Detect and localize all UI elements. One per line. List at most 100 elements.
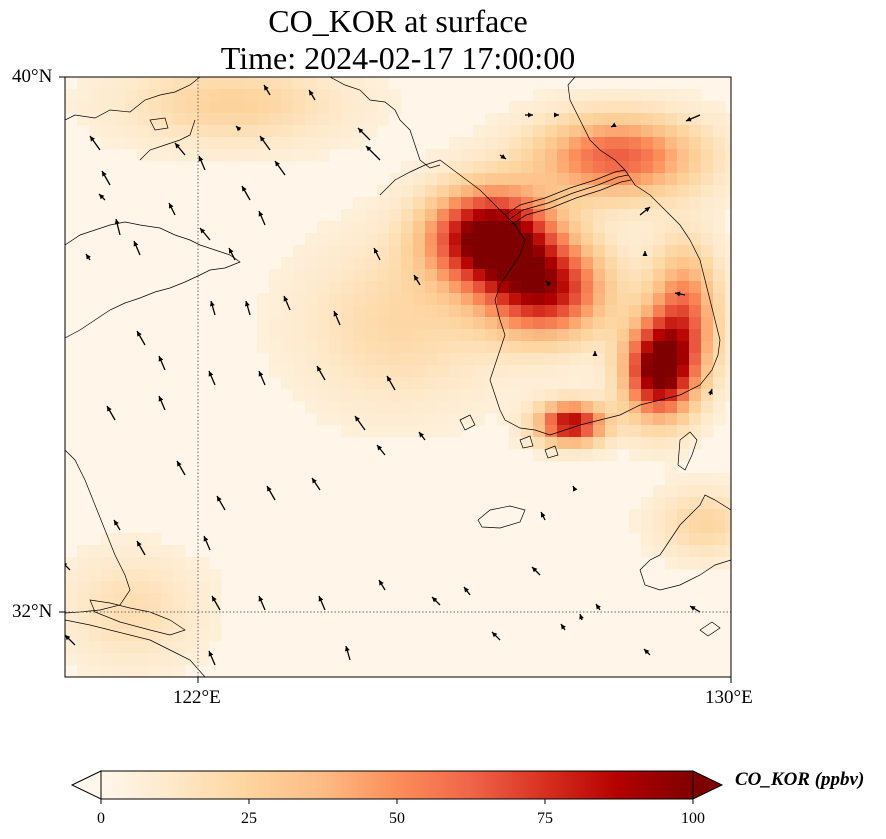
concentration-cell [593, 437, 606, 450]
concentration-cell [113, 641, 126, 654]
lon-tick-label-130: 130°E [705, 687, 753, 708]
wind-arrow-head [333, 311, 339, 317]
concentration-cell [665, 221, 678, 234]
concentration-cell [533, 389, 546, 402]
concentration-cell [281, 257, 294, 270]
concentration-cell [545, 293, 558, 306]
concentration-cell [389, 389, 402, 402]
concentration-cell [581, 137, 594, 150]
concentration-cell [413, 245, 426, 258]
concentration-cell [689, 413, 702, 426]
concentration-cell [713, 401, 726, 414]
concentration-cell [701, 173, 714, 186]
concentration-cell [617, 185, 630, 198]
concentration-cell [653, 353, 666, 366]
concentration-cell [641, 353, 654, 366]
concentration-cell [425, 341, 438, 354]
concentration-cell [653, 113, 666, 126]
concentration-cell [569, 389, 582, 402]
concentration-cell [293, 269, 306, 282]
concentration-cell [185, 77, 198, 90]
concentration-cell [725, 389, 731, 402]
concentration-cell [461, 257, 474, 270]
concentration-cell [581, 233, 594, 246]
concentration-cell [641, 221, 654, 234]
concentration-cell [173, 617, 186, 630]
wind-arrow-shaft [65, 564, 71, 571]
concentration-cell [317, 101, 330, 114]
concentration-cell [317, 353, 330, 366]
concentration-cell [713, 533, 726, 546]
concentration-cell [269, 125, 282, 138]
concentration-cell [473, 257, 486, 270]
concentration-cell [77, 617, 90, 630]
concentration-cell [377, 185, 390, 198]
concentration-cell [557, 149, 570, 162]
concentration-cell [113, 545, 126, 558]
concentration-cell [569, 173, 582, 186]
concentration-cell [533, 341, 546, 354]
concentration-cell [725, 557, 731, 570]
concentration-cell [329, 281, 342, 294]
concentration-cell [557, 221, 570, 234]
concentration-cell [413, 233, 426, 246]
concentration-cell [641, 185, 654, 198]
wind-arrow-head [90, 136, 95, 142]
concentration-cell [257, 149, 270, 162]
concentration-cell [605, 365, 618, 378]
concentration-cell [557, 401, 570, 414]
concentration-cell [509, 197, 522, 210]
concentration-cell [293, 101, 306, 114]
concentration-cell [449, 389, 462, 402]
concentration-cell [605, 113, 618, 126]
concentration-cell [65, 569, 78, 582]
concentration-cell [605, 185, 618, 198]
concentration-cell [65, 593, 78, 606]
concentration-cell [329, 77, 342, 90]
concentration-cell [497, 377, 510, 390]
concentration-cell [305, 149, 318, 162]
concentration-cell [113, 569, 126, 582]
concentration-cell [605, 101, 618, 114]
concentration-cell [593, 305, 606, 318]
concentration-cell [689, 341, 702, 354]
concentration-cell [533, 209, 546, 222]
concentration-cell [209, 605, 222, 618]
concentration-cell [389, 293, 402, 306]
concentration-cell [113, 137, 126, 150]
concentration-cell [341, 329, 354, 342]
concentration-cell [257, 305, 270, 318]
concentration-cell [173, 605, 186, 618]
concentration-cell [461, 161, 474, 174]
concentration-cell [257, 329, 270, 342]
concentration-cell [377, 305, 390, 318]
concentration-cell [65, 653, 78, 666]
concentration-cell [293, 257, 306, 270]
concentration-cell [269, 293, 282, 306]
concentration-field [65, 77, 731, 677]
concentration-cell [557, 365, 570, 378]
wind-arrow-head [264, 85, 269, 91]
concentration-cell [389, 317, 402, 330]
concentration-cell [89, 605, 102, 618]
concentration-cell [473, 197, 486, 210]
concentration-cell [65, 605, 78, 618]
concentration-cell [389, 329, 402, 342]
concentration-cell [725, 257, 731, 270]
concentration-cell [365, 281, 378, 294]
concentration-cell [725, 377, 731, 390]
concentration-cell [329, 341, 342, 354]
concentration-cell [497, 185, 510, 198]
concentration-cell [593, 425, 606, 438]
concentration-cell [533, 293, 546, 306]
concentration-cell [677, 113, 690, 126]
concentration-cell [593, 209, 606, 222]
concentration-cell [497, 317, 510, 330]
concentration-cell [569, 209, 582, 222]
wind-arrow-head [312, 478, 317, 484]
concentration-cell [677, 485, 690, 498]
wind-arrow-head [177, 461, 182, 467]
concentration-cell [77, 569, 90, 582]
concentration-cell [305, 257, 318, 270]
concentration-cell [437, 185, 450, 198]
